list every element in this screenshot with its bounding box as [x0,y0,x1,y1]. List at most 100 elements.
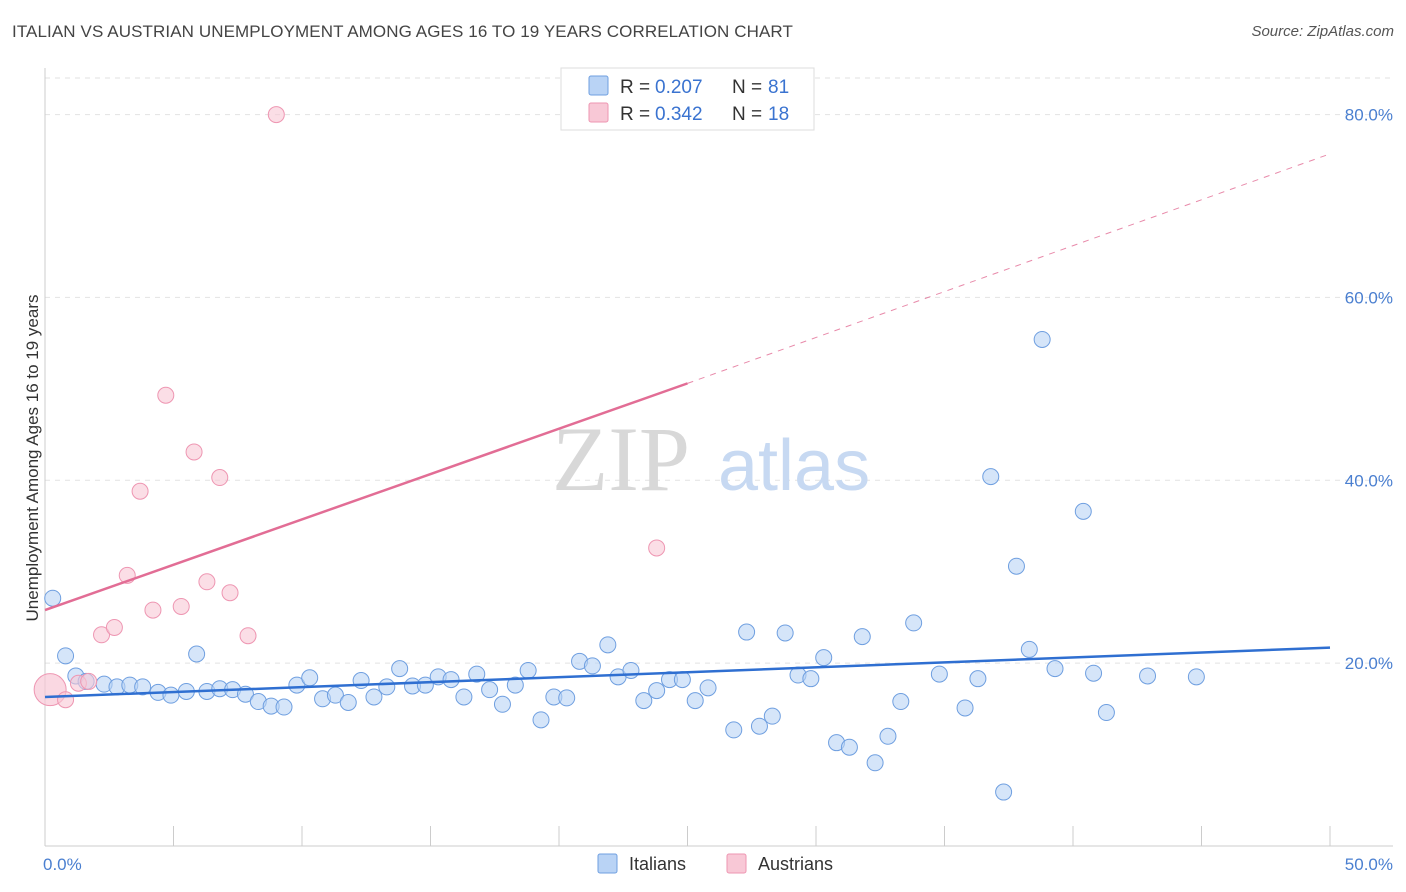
italians-point [879,727,897,745]
y-tick-label: 20.0% [1345,654,1393,673]
italians-point [1020,640,1038,658]
legend-n-value-italians: 81 [768,77,789,98]
italians-point [635,692,653,710]
italians-point [905,614,923,632]
italians-point [326,686,344,704]
austrians-point [211,469,229,487]
italians-points [44,330,1205,801]
legend-n-value-austrians: 18 [768,104,789,125]
italians-point [815,649,833,667]
italians-point [339,693,357,711]
italians-point [673,671,691,689]
italians-point [583,657,601,675]
italians-point [982,468,1000,486]
austrians-point [267,106,285,124]
austrians-point [172,597,190,615]
legend-swatch-italians [588,75,609,96]
bottom-legend-label-italians: Italians [629,854,686,874]
austrians-point [57,691,75,709]
italians-point [1074,502,1092,520]
y-axis-label: Unemployment Among Ages 16 to 19 years [23,295,42,622]
watermark-zip: ZIP [552,408,690,510]
x-tick-label: 50.0% [1345,855,1393,874]
italians-point [956,699,974,717]
italians-point [455,688,473,706]
austrians-point [157,386,175,404]
italians-point [506,676,524,694]
italians-point [763,707,781,725]
austrians-trend-line [44,382,688,612]
legend-swatch-austrians [588,102,609,123]
italians-point [1187,668,1205,686]
italians-point [493,695,511,713]
austrians-point [144,601,162,619]
austrians-point [105,618,123,636]
italians-point [776,624,794,642]
austrians-point [93,626,111,644]
legend-r-value-austrians: 0.342 [655,104,703,125]
italians-point [1046,660,1064,678]
italians-point [866,754,884,772]
italians-point [995,783,1013,801]
grid-lines [45,77,1393,664]
italians-trend-line [44,646,1331,699]
tick-labels: 20.0% 40.0% 60.0% 80.0% 0.0% 50.0% [43,106,1393,874]
italians-point [853,628,871,646]
austrians-trend-line [687,153,1331,384]
legend-r-label-austrians: R = [620,104,650,125]
chart-source: Source: ZipAtlas.com [1251,23,1394,40]
austrians-point [131,482,149,500]
legend-r-label-italians: R = [620,77,650,98]
italians-point [1139,667,1157,685]
italians-point [1007,557,1025,575]
italians-point [750,717,768,735]
austrians-point [648,539,666,557]
series-legend: Italians Austrians [597,853,833,874]
italians-point [468,665,486,683]
italians-point [134,678,152,696]
italians-point [840,738,858,756]
italians-point [391,660,409,678]
italians-point [378,678,396,696]
italians-point [738,623,756,641]
italians-point [57,647,75,665]
italians-point [275,698,293,716]
y-tick-label: 60.0% [1345,288,1393,307]
italians-point [365,688,383,706]
bottom-legend-swatch-austrians [726,853,747,874]
italians-point [1033,330,1051,348]
austrians-point [185,443,203,461]
axes [44,68,1393,847]
bottom-legend-swatch-italians [597,853,618,874]
italians-point [599,636,617,654]
austrians-point [198,573,216,591]
legend-n-label-austrians: N = [732,104,762,125]
legend-n-label-italians: N = [732,77,762,98]
italians-point [44,589,62,607]
italians-point [892,693,910,711]
italians-point [725,721,743,739]
x-tick-label: 0.0% [43,855,82,874]
italians-point [622,661,640,679]
italians-point [802,670,820,688]
italians-point [188,645,206,663]
italians-point [442,671,460,689]
italians-point [288,676,306,694]
y-tick-label: 80.0% [1345,106,1393,125]
italians-point [1097,704,1115,722]
italians-point [686,692,704,710]
italians-point [481,681,499,699]
y-tick-label: 40.0% [1345,471,1393,490]
italians-point [301,669,319,687]
trend-lines [44,153,1331,699]
italians-point [930,665,948,683]
bottom-legend-label-austrians: Austrians [758,854,833,874]
italians-point [162,686,180,704]
italians-point [532,711,550,729]
austrians-point [221,584,239,602]
italians-point [699,679,717,697]
correlation-legend: R = 0.207 N = 81 R = 0.342 N = 18 [560,67,815,131]
italians-point [558,689,576,707]
austrians-point [80,672,98,690]
